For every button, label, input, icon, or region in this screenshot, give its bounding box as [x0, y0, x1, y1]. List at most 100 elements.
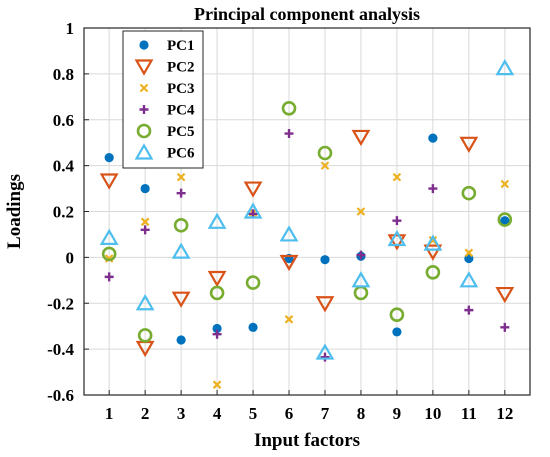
y-tick-label-0-8: 0.8	[53, 65, 74, 84]
pc1-point-10	[428, 133, 438, 143]
pc1-point-3	[176, 335, 186, 345]
pc5-point-4	[209, 285, 225, 301]
series-pc4	[104, 129, 510, 362]
pc6-point-7	[315, 343, 335, 360]
pc4-point-2	[140, 225, 150, 235]
y-tick-label-1: 1	[66, 19, 75, 38]
y-tick-label-0-4: 0.4	[53, 157, 75, 176]
pc2-point-11	[459, 136, 479, 154]
pc3-point-2	[140, 217, 150, 227]
y-tick-labels: -0.6 -0.4 -0.2 0 0.2 0.4 0.6 0.8 1	[47, 19, 74, 405]
x-tick-labels: 1 2 3 4 5 6 7 8 9 10 11 12	[105, 404, 513, 423]
y-tick-label-0: 0	[66, 248, 75, 267]
pc3-point-8	[356, 207, 366, 216]
x-tick-label-7: 7	[321, 404, 330, 423]
x-tick-label-11: 11	[461, 404, 477, 423]
y-tick-label--0-4: -0.4	[47, 340, 74, 359]
legend-label-pc1: PC1	[167, 38, 195, 54]
pc3-point-11	[464, 248, 474, 258]
y-tick-label-0-2: 0.2	[53, 203, 74, 222]
legend-label-pc6: PC6	[167, 146, 195, 162]
x-tick-label-2: 2	[141, 404, 150, 423]
pc6-point-5	[243, 202, 263, 219]
x-tick-label-9: 9	[393, 404, 402, 423]
pc6-point-1	[99, 228, 119, 245]
series-pc5	[101, 100, 513, 343]
pc4-point-11	[464, 305, 474, 315]
legend-marker-pc2	[134, 59, 154, 76]
pc3-point-1	[104, 254, 114, 263]
pc2-point-5	[243, 181, 263, 198]
pc3-point-6	[284, 315, 294, 324]
y-tick-label--0-2: -0.2	[47, 294, 74, 313]
pc5-point-3	[173, 217, 189, 233]
legend-marker-pc3	[139, 83, 149, 93]
series-pc1	[104, 133, 510, 345]
x-tick-label-4: 4	[213, 404, 222, 423]
legend-label-pc3: PC3	[167, 81, 195, 97]
pc5-point-6	[281, 100, 297, 116]
pc4-point-3	[176, 188, 186, 198]
pc6-point-6	[279, 225, 299, 242]
data-points	[99, 58, 515, 389]
pc3-point-7	[320, 161, 330, 170]
axis-ticks	[84, 27, 506, 396]
pc6-point-12	[495, 58, 515, 76]
x-tick-label-8: 8	[357, 404, 366, 423]
pc4-point-4	[212, 329, 222, 339]
pc4-point-8	[356, 250, 366, 260]
x-tick-label-5: 5	[249, 404, 258, 423]
legend-marker-pc5	[136, 123, 152, 139]
pc1-point-7	[320, 255, 330, 265]
plot-frame	[83, 27, 531, 396]
x-axis-label: Input factors	[254, 430, 360, 451]
pc5-point-1	[101, 246, 117, 262]
pc4-point-6	[284, 129, 294, 139]
pc6-point-10	[423, 234, 443, 251]
y-tick-label--0-6: -0.6	[47, 386, 74, 405]
pc5-point-9	[389, 307, 405, 323]
pc2-point-8	[351, 129, 371, 147]
pc5-point-7	[317, 145, 333, 161]
pc6-point-4	[207, 212, 227, 229]
pc4-point-9	[392, 216, 402, 226]
pc4-point-7	[320, 352, 330, 362]
pc5-point-10	[425, 264, 441, 280]
pc4-point-10	[428, 184, 438, 194]
pc2-point-6	[279, 254, 299, 272]
pc2-point-12	[495, 286, 515, 304]
pc1-point-12	[500, 216, 510, 226]
x-tick-label-3: 3	[177, 404, 186, 423]
pc6-point-3	[171, 242, 191, 259]
pc1-point-2	[140, 183, 150, 194]
pc4-point-12	[500, 322, 510, 332]
pc2-point-1	[99, 173, 119, 190]
x-tick-label-12: 12	[496, 404, 513, 423]
pc2-point-3	[171, 291, 191, 308]
chart-title: Principal component analysis	[194, 4, 420, 24]
legend-box	[122, 30, 204, 169]
legend-marker-pc1	[139, 40, 149, 50]
pc4-point-1	[104, 272, 114, 282]
pc2-point-9	[387, 234, 407, 251]
legend-marker-pc6	[134, 143, 154, 160]
pc3-point-9	[392, 172, 402, 182]
legend-label-pc4: PC4	[167, 103, 195, 119]
series-pc3	[104, 161, 510, 389]
pc1-point-5	[248, 322, 258, 332]
pc5-point-11	[461, 185, 477, 201]
x-tick-label-1: 1	[105, 404, 114, 423]
pc2-point-10	[423, 244, 443, 261]
pc6-point-9	[387, 229, 407, 247]
series-pc6	[99, 58, 515, 360]
legend-marker-pc4	[139, 105, 149, 114]
pc2-point-7	[315, 296, 335, 313]
x-tick-label-6: 6	[285, 404, 294, 423]
pc6-point-11	[459, 271, 479, 288]
pc6-point-2	[135, 294, 155, 311]
pc1-point-1	[104, 152, 114, 163]
pc3-point-3	[176, 172, 186, 182]
pc5-point-2	[137, 328, 153, 343]
pc3-point-4	[212, 380, 222, 389]
